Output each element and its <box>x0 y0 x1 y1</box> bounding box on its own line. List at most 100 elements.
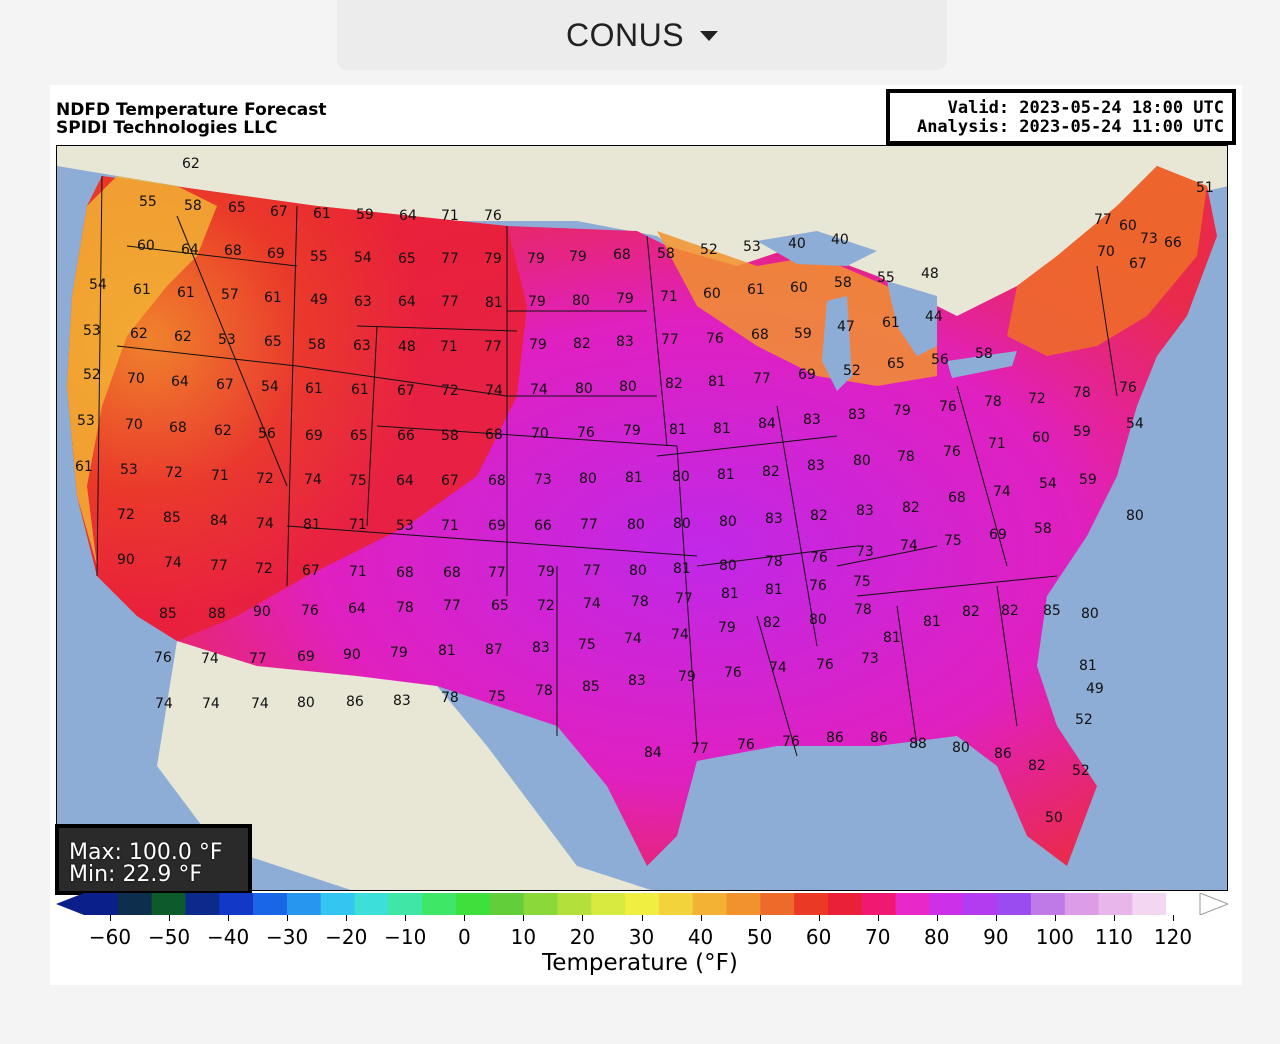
station-value: 53 <box>396 518 414 534</box>
colorbar-extend-low <box>56 893 84 915</box>
station-value: 80 <box>853 453 871 469</box>
tick-mark <box>877 915 879 921</box>
station-value: 80 <box>575 381 593 397</box>
station-value: 60 <box>703 286 721 302</box>
station-value: 69 <box>989 527 1007 543</box>
station-value: 75 <box>578 637 596 653</box>
station-value: 86 <box>870 730 888 746</box>
station-value: 53 <box>120 462 138 478</box>
mexico-land <box>157 641 651 890</box>
station-value: 61 <box>177 285 195 301</box>
station-value: 75 <box>349 473 367 489</box>
station-value: 62 <box>214 423 232 439</box>
station-value: 86 <box>826 730 844 746</box>
station-value: 74 <box>304 472 322 488</box>
station-value: 62 <box>130 326 148 342</box>
west-warm-region <box>67 176 527 641</box>
station-value: 80 <box>952 740 970 756</box>
station-value: 60 <box>1032 430 1050 446</box>
station-value: 57 <box>221 287 239 303</box>
station-value: 53 <box>83 323 101 339</box>
validity-box: Valid: 2023-05-24 18:00 UTC Analysis: 20… <box>886 89 1236 145</box>
station-value: 69 <box>297 649 315 665</box>
station-value: 79 <box>893 403 911 419</box>
colorbar-swatch <box>456 893 491 915</box>
station-value: 53 <box>77 413 95 429</box>
station-value: 81 <box>765 582 783 598</box>
valid-time: Valid: 2023-05-24 18:00 UTC <box>947 98 1224 118</box>
station-value: 74 <box>201 651 219 667</box>
station-value: 64 <box>396 473 414 489</box>
station-value: 79 <box>569 249 587 265</box>
tick-mark <box>818 915 820 921</box>
station-value: 55 <box>139 194 157 210</box>
station-value: 67 <box>216 377 234 393</box>
station-value: 58 <box>834 275 852 291</box>
station-value: 77 <box>583 563 601 579</box>
colorbar-swatch <box>760 893 795 915</box>
station-value: 81 <box>485 295 503 311</box>
colorbar <box>56 893 1228 915</box>
map-svg: 62 55 58 65 67 61 59 64 71 76 60 64 68 69 55 54 65 77 79 79… <box>57 146 1227 890</box>
station-value: 81 <box>713 421 731 437</box>
station-value: 79 <box>484 251 502 267</box>
colorbar-swatch <box>895 893 931 915</box>
station-value: 71 <box>441 518 459 534</box>
station-value: 51 <box>1196 180 1214 196</box>
station-value: 82 <box>902 500 920 516</box>
station-value: 78 <box>535 683 553 699</box>
station-value: 80 <box>572 293 590 309</box>
coast-cool-band <box>67 176 217 566</box>
station-value: 73 <box>861 651 879 667</box>
station-value: 74 <box>202 696 220 712</box>
tick-label: −20 <box>325 925 368 949</box>
station-value: 86 <box>994 746 1012 762</box>
station-value: 75 <box>944 533 962 549</box>
tick-label: −40 <box>207 925 250 949</box>
station-value: 71 <box>660 289 678 305</box>
colorbar-swatch <box>489 893 525 915</box>
station-value: 65 <box>228 200 246 216</box>
region-selector[interactable]: CONUS <box>337 0 947 70</box>
station-value: 80 <box>809 612 827 628</box>
station-value: 68 <box>613 247 631 263</box>
colorbar-swatch <box>1132 893 1167 915</box>
tick-label: 10 <box>510 925 537 949</box>
station-value: 82 <box>665 376 683 392</box>
station-value: 82 <box>762 464 780 480</box>
station-value: 67 <box>397 383 415 399</box>
station-value: 83 <box>856 503 874 519</box>
station-value: 62 <box>174 329 192 345</box>
colorbar-swatch <box>591 893 626 915</box>
station-value: 65 <box>264 334 282 350</box>
station-value: 59 <box>794 326 812 342</box>
station-value: 77 <box>753 371 771 387</box>
tick-mark <box>1173 915 1174 921</box>
tick-label: 110 <box>1094 925 1134 949</box>
colorbar-swatch <box>185 893 220 915</box>
station-value: 77 <box>484 339 502 355</box>
tick-mark <box>936 915 938 921</box>
station-value: 77 <box>249 651 267 667</box>
station-value: 49 <box>310 292 328 308</box>
station-value: 82 <box>573 336 591 352</box>
station-value: 67 <box>441 473 459 489</box>
station-value: 78 <box>396 600 414 616</box>
station-value: 67 <box>270 204 288 220</box>
station-value: 76 <box>154 650 172 666</box>
station-value: 53 <box>743 239 761 255</box>
station-value: 77 <box>441 251 459 267</box>
colorbar-swatch <box>219 893 254 915</box>
station-value: 80 <box>1081 606 1099 622</box>
station-value: 73 <box>856 544 874 560</box>
station-value: 79 <box>678 669 696 685</box>
colorbar-swatch <box>557 893 592 915</box>
tick-mark <box>405 915 407 921</box>
tick-mark <box>110 915 111 921</box>
colorbar-swatch <box>523 893 559 915</box>
station-value: 77 <box>441 294 459 310</box>
colorbar-swatch <box>253 893 288 915</box>
station-value: 80 <box>719 514 737 530</box>
station-value: 78 <box>897 449 915 465</box>
colorbar-swatch <box>354 893 389 915</box>
